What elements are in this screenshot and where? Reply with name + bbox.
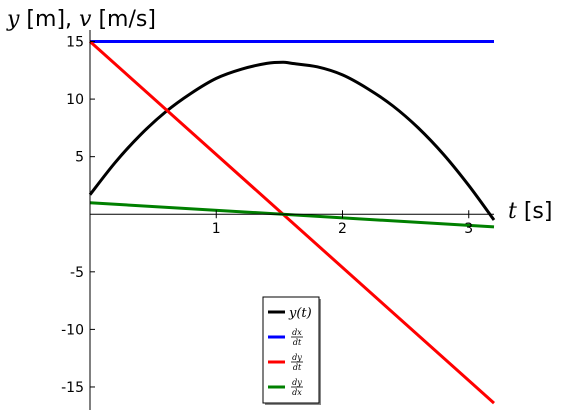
y-tick-label: 5 (75, 150, 84, 166)
y-axis-label-var2: v (79, 7, 92, 32)
legend-label-dydt-den: dt (293, 363, 302, 372)
y-axis-label-unit1: [m], (19, 7, 79, 32)
legend-label-dxdt-den: dt (293, 338, 302, 347)
legend-label-dxdt-num: dx (292, 328, 302, 337)
legend-label-dydx-den: dx (292, 388, 302, 397)
x-tick-label: 3 (464, 221, 473, 237)
x-axis-label: t [s] (508, 199, 552, 224)
y-axis-label-unit2: [m/s] (91, 7, 155, 32)
series-line-dydx (89, 201, 495, 229)
y-tick-label: 15 (66, 35, 84, 51)
axes-layer (89, 30, 494, 410)
series-layer (88, 40, 496, 405)
x-axis-label-unit: [s] (517, 199, 553, 224)
y-tick-label: -5 (70, 265, 84, 281)
x-tick-label: 2 (338, 221, 347, 237)
legend-label-dydx-num: dy (292, 378, 302, 387)
y-axis-label: y [m], v [m/s] (6, 7, 156, 32)
legend-label-y: y(t) (288, 306, 312, 321)
y-tick-label: -10 (61, 322, 84, 338)
series-line-y (88, 60, 496, 221)
series-line-dydt (88, 40, 496, 405)
y-tick-label: 10 (66, 92, 84, 108)
ticks-layer: 1 2 3 15 10 5 -5 -10 -15 (61, 35, 473, 396)
y-tick-label: -15 (61, 380, 84, 396)
legend-box (262, 296, 320, 404)
x-tick-label: 1 (212, 221, 221, 237)
legend-label-dydt-num: dy (292, 353, 302, 362)
x-axis-label-var: t (508, 199, 517, 224)
y-axis-label-var1: y (6, 7, 20, 32)
